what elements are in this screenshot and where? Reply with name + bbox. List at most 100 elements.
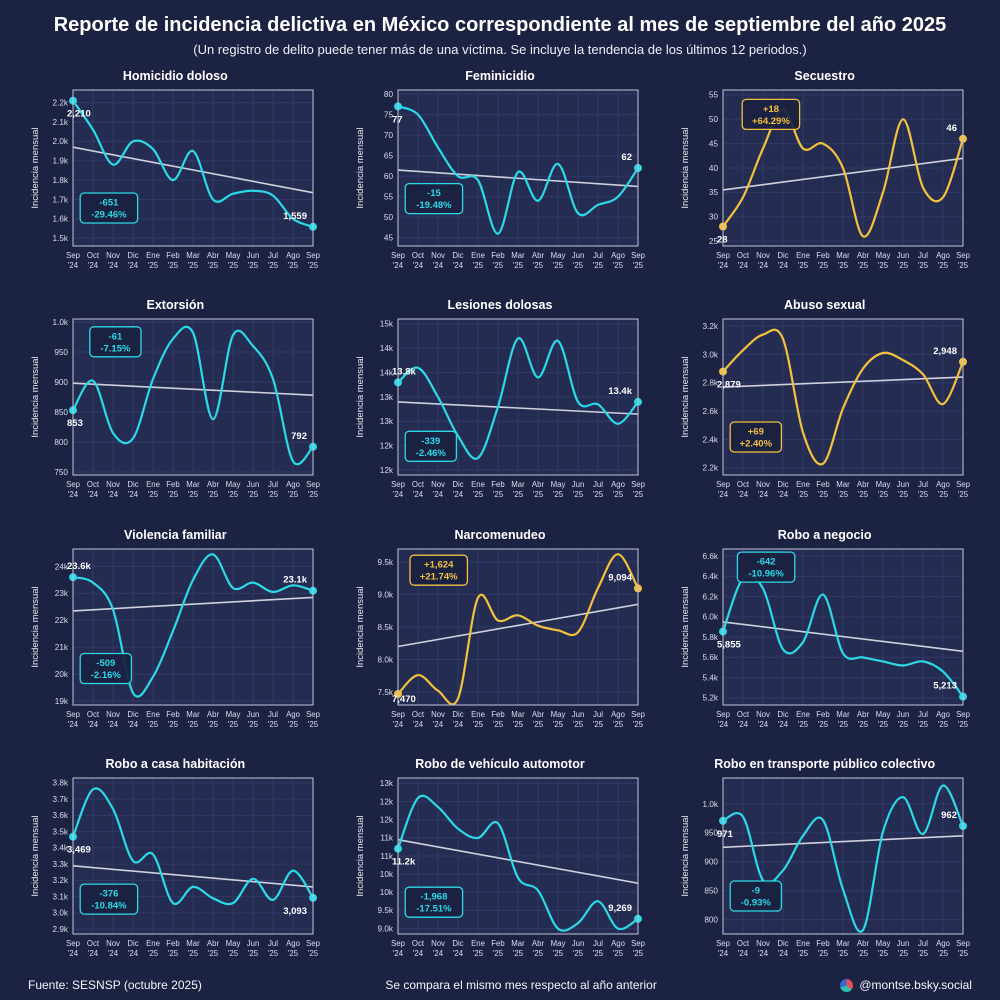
- start-value-label: 7,470: [392, 694, 416, 705]
- x-tick-label: Mar: [836, 251, 850, 260]
- start-value-label: 23.6k: [67, 561, 91, 572]
- end-value-label: 46: [946, 123, 957, 134]
- x-tick-label: '25: [958, 261, 969, 270]
- y-tick-label: 13k: [380, 418, 394, 427]
- x-tick-label: Sep: [391, 480, 406, 489]
- x-tick-label: '25: [148, 490, 159, 499]
- x-tick-label: Oct: [412, 251, 425, 260]
- y-axis-label: Incidencia mensual: [680, 357, 691, 438]
- y-axis-label: Incidencia mensual: [30, 357, 41, 438]
- chart-card: Robo en transporte público colectivo 971 9…: [679, 757, 971, 968]
- end-value-label: 13.4k: [608, 386, 632, 397]
- chart-title: Robo de vehículo automotor: [415, 756, 585, 771]
- y-tick-label: 12k: [380, 797, 394, 806]
- x-tick-label: '25: [593, 720, 604, 729]
- x-tick-label: Mar: [511, 710, 525, 719]
- x-tick-label: '25: [533, 949, 544, 958]
- x-tick-label: '25: [878, 720, 889, 729]
- y-tick-label: 3.2k: [53, 876, 69, 885]
- chart-title: Robo a negocio: [777, 527, 872, 542]
- change-badge-percent: -10.84%: [92, 900, 128, 911]
- trend-line: [722, 376, 963, 389]
- x-tick-label: Mar: [836, 480, 850, 489]
- x-tick-label: Sep: [306, 251, 321, 260]
- x-tick-label: '25: [633, 949, 644, 958]
- change-badge-percent: +2.40%: [739, 439, 772, 450]
- x-tick-label: Oct: [737, 251, 750, 260]
- x-tick-label: Jul: [268, 251, 278, 260]
- x-tick-label: '25: [838, 949, 849, 958]
- x-tick-label: '25: [958, 490, 969, 499]
- change-badge-percent: -7.15%: [101, 344, 132, 355]
- x-tick-label: Nov: [756, 939, 770, 948]
- y-tick-label: 3.5k: [53, 827, 69, 836]
- x-tick-label: '24: [433, 490, 444, 499]
- x-tick-label: Dic: [128, 251, 139, 260]
- chart-title: Secuestro: [794, 69, 855, 84]
- change-badge-box: [409, 554, 469, 586]
- plot-border: [722, 548, 964, 706]
- x-tick-label: Ago: [936, 710, 951, 719]
- x-tick-label: '24: [413, 720, 424, 729]
- change-badge: -339-2.46%: [404, 431, 458, 463]
- chart-card: Secuestro 28 46 +18 +64.29% 25 30 35 40 45 50 55 Inc…: [679, 69, 971, 280]
- x-tick-label: Nov: [431, 480, 445, 489]
- x-tick-label: Sep: [66, 251, 81, 260]
- chart-card: Robo a casa habitación 3,469 3,093 -376 -10.…: [29, 757, 321, 968]
- x-tick-label: '24: [108, 949, 119, 958]
- x-tick-label: '24: [718, 720, 729, 729]
- x-tick-label: '24: [128, 949, 139, 958]
- y-tick-label: 2.2k: [53, 99, 69, 108]
- x-tick-label: '25: [633, 261, 644, 270]
- y-tick-label: 10k: [380, 888, 394, 897]
- x-tick-label: Sep: [956, 251, 971, 260]
- x-tick-label: '25: [818, 720, 829, 729]
- change-badge-percent: -2.16%: [91, 670, 122, 681]
- x-tick-label: Abr: [532, 939, 545, 948]
- y-tick-label: 1.0k: [53, 318, 69, 327]
- x-axis: Sep'24Oct'24Nov'24Dic'24Ene'25Feb'25Mar'…: [716, 710, 971, 729]
- x-tick-label: Oct: [737, 480, 750, 489]
- x-tick-label: '25: [553, 261, 564, 270]
- x-tick-label: '25: [513, 949, 524, 958]
- x-axis: Sep'24Oct'24Nov'24Dic'24Ene'25Feb'25Mar'…: [66, 251, 321, 270]
- x-tick-label: '25: [533, 261, 544, 270]
- x-tick-label: '25: [938, 261, 949, 270]
- x-tick-label: '25: [493, 949, 504, 958]
- y-axis: 750 800 850 900 950 1.0k: [53, 318, 69, 477]
- report-footer: Fuente: SESNSP (octubre 2025) Se compara…: [20, 974, 980, 994]
- x-tick-label: Abr: [207, 480, 220, 489]
- chart-title: Violencia familiar: [124, 527, 227, 542]
- change-badge-percent: -17.51%: [416, 904, 452, 915]
- x-tick-label: '25: [613, 490, 624, 499]
- x-tick-label: '24: [453, 490, 464, 499]
- x-tick-label: Mar: [836, 939, 850, 948]
- change-badge: -376-10.84%: [79, 883, 139, 915]
- chart-svg: 971 962 -9-0.93% 800 850 900 950 1.0k Incidencia…: [680, 777, 970, 958]
- x-tick-label: Abr: [532, 480, 545, 489]
- y-axis: 2.2k 2.4k 2.6k 2.8k 3.0k 3.2k: [702, 322, 718, 473]
- x-tick-label: May: [226, 251, 241, 260]
- x-tick-label: '25: [858, 720, 869, 729]
- change-badge-delta: -15: [427, 188, 441, 199]
- y-tick-label: 800: [704, 915, 718, 924]
- y-axis: 19k 20k 21k 22k 23k 24k: [55, 562, 69, 706]
- y-tick-label: 5.6k: [702, 653, 718, 662]
- y-tick-label: 1.9k: [53, 157, 69, 166]
- x-tick-label: '25: [208, 720, 219, 729]
- author-handle[interactable]: @montse.bsky.social: [859, 978, 972, 992]
- x-tick-label: '25: [308, 490, 319, 499]
- x-tick-label: Sep: [391, 251, 406, 260]
- y-tick-label: 9.5k: [378, 906, 394, 915]
- x-tick-label: '24: [393, 720, 404, 729]
- x-tick-label: '25: [553, 949, 564, 958]
- y-axis: 5.2k 5.4k 5.6k 5.8k 6.0k 6.2k 6.4k 6.6k: [702, 552, 718, 703]
- x-tick-label: '24: [738, 949, 749, 958]
- x-tick-label: Jul: [918, 480, 928, 489]
- x-tick-label: Dic: [128, 939, 139, 948]
- y-tick-label: 9.0k: [378, 924, 394, 933]
- x-tick-label: Jun: [572, 939, 585, 948]
- x-tick-label: '24: [778, 949, 789, 958]
- chart-card: Abuso sexual 2,879 2,948 +69 +2.40% 2.2k 2.4k 2…: [679, 298, 971, 509]
- y-axis-label: Incidencia mensual: [30, 586, 41, 667]
